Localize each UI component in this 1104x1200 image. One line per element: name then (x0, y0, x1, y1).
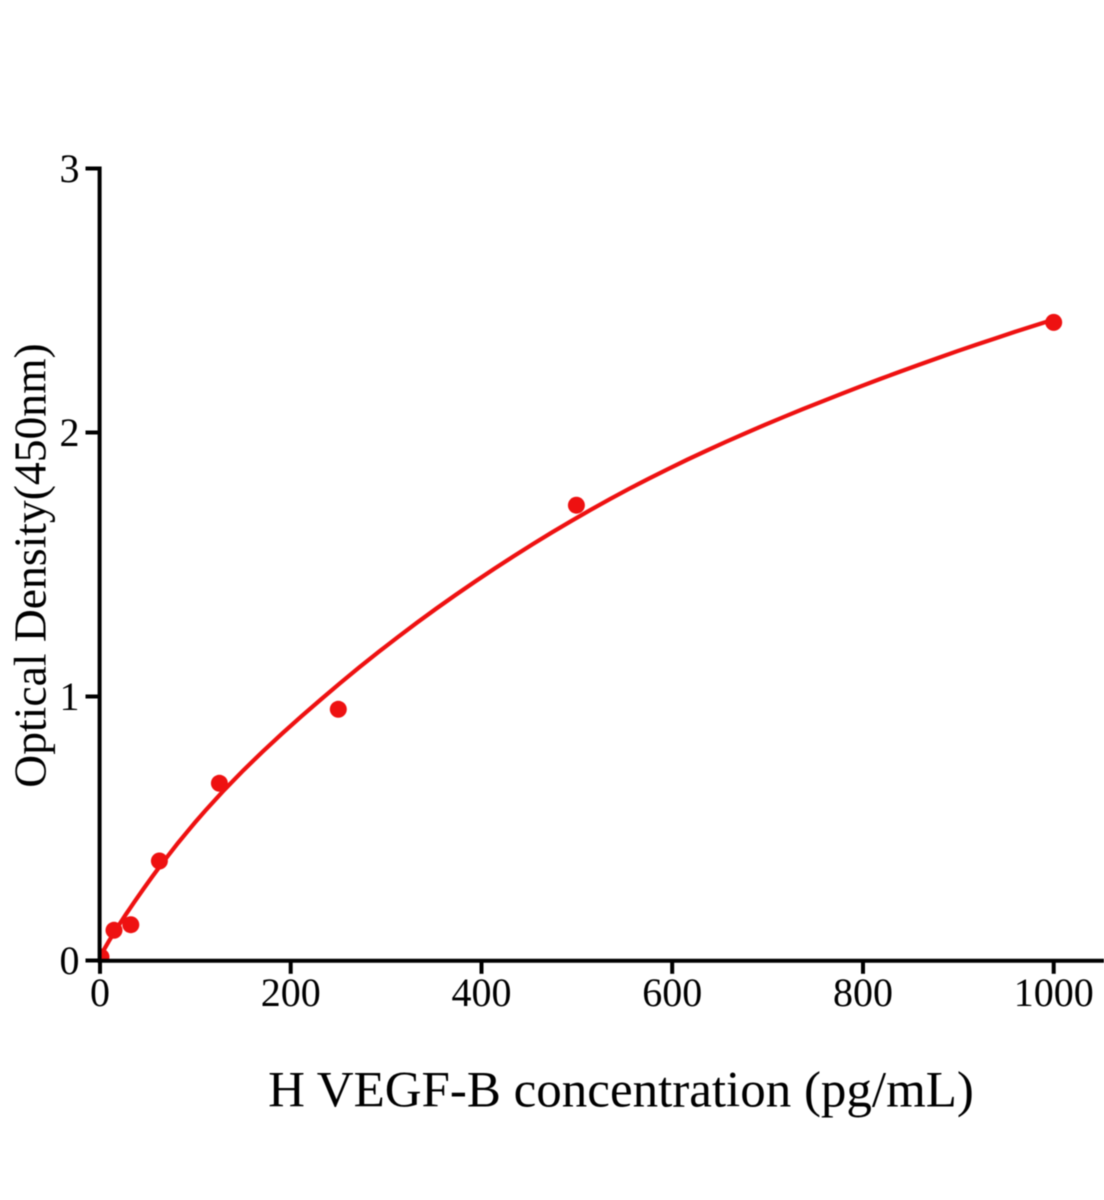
svg-text:400: 400 (452, 970, 512, 1015)
svg-text:3: 3 (60, 146, 80, 191)
svg-text:Optical Density(450nm): Optical Density(450nm) (5, 343, 56, 787)
svg-text:H VEGF-B concentration (pg/mL): H VEGF-B concentration (pg/mL) (268, 1063, 974, 1119)
svg-text:2: 2 (60, 410, 80, 455)
svg-text:1: 1 (60, 674, 80, 719)
svg-text:200: 200 (261, 970, 321, 1015)
svg-text:800: 800 (833, 970, 893, 1015)
svg-text:1000: 1000 (1014, 970, 1094, 1015)
svg-text:0: 0 (60, 938, 80, 983)
svg-text:0: 0 (90, 970, 110, 1015)
svg-text:600: 600 (642, 970, 702, 1015)
